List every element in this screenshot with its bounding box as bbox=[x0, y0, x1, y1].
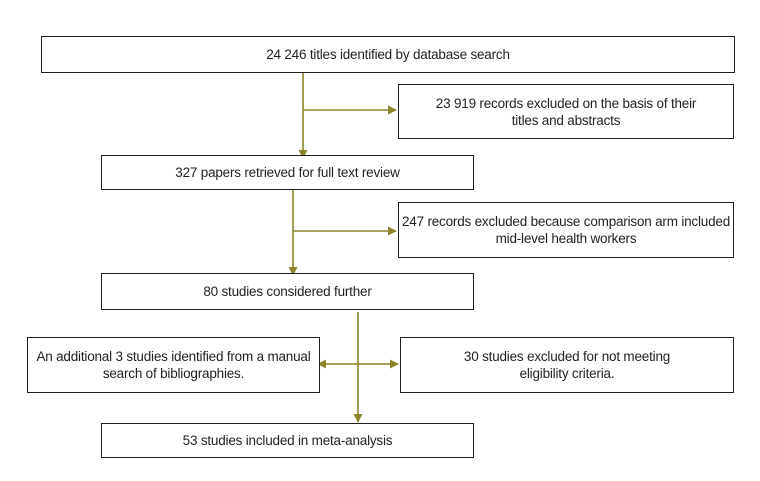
excluded-titles-box: 23 919 records excluded on the basis of … bbox=[398, 84, 734, 139]
included-text: 53 studies included in meta-analysis bbox=[182, 433, 393, 448]
identified-text: 24 246 titles identified by database sea… bbox=[266, 47, 510, 62]
considered-text: 80 studies considered further bbox=[203, 284, 372, 299]
identified-box: 24 246 titles identified by database sea… bbox=[41, 36, 735, 73]
excluded-comparison-box: 247 records excluded because comparison … bbox=[398, 202, 734, 258]
considered-box: 80 studies considered further bbox=[101, 273, 474, 310]
full-text-box: 327 papers retrieved for full text revie… bbox=[101, 155, 474, 190]
excluded-titles-text: 23 919 records excluded on the basis of … bbox=[435, 95, 697, 128]
additional-studies-box: An additional 3 studies identified from … bbox=[27, 337, 320, 393]
additional-studies-text: An additional 3 studies identified from … bbox=[36, 349, 311, 381]
excluded-eligibility-text: 30 studies excluded for not meeting elig… bbox=[463, 349, 671, 381]
excluded-eligibility-box: 30 studies excluded for not meeting elig… bbox=[400, 337, 734, 393]
full-text-text: 327 papers retrieved for full text revie… bbox=[175, 165, 400, 180]
included-box: 53 studies included in meta-analysis bbox=[101, 423, 474, 458]
excluded-comparison-text: 247 records excluded because comparison … bbox=[401, 214, 731, 246]
